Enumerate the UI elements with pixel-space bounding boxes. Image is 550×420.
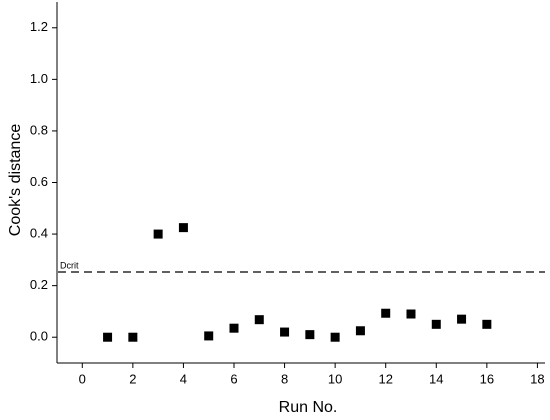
point [457,314,467,324]
y-tick-label: 0.8 [30,122,48,137]
point [406,309,416,319]
x-tick-label: 18 [530,371,544,386]
point [355,326,365,336]
x-tick-label: 10 [328,371,342,386]
y-tick-label: 0.4 [30,226,48,241]
y-tick-label: 0.6 [30,174,48,189]
x-tick-label: 2 [129,371,136,386]
y-tick-label: 1.0 [30,71,48,86]
point [431,319,441,329]
y-axis-title: Cook's distance [7,124,24,237]
x-tick-label: 0 [79,371,86,386]
y-tick-label: 0.2 [30,277,48,292]
x-tick-label: 14 [429,371,443,386]
y-tick-label: 0.0 [30,329,48,344]
point [305,330,315,340]
x-tick-label: 6 [230,371,237,386]
x-tick-label: 12 [378,371,392,386]
point [280,327,290,337]
point [229,323,239,333]
point [204,331,214,341]
x-tick-label: 16 [480,371,494,386]
x-tick-label: 4 [180,371,187,386]
point [254,315,264,325]
point [381,308,391,318]
threshold-label: Dcrit [60,260,79,270]
point [153,229,163,239]
y-tick-label: 1.2 [30,19,48,34]
point [103,332,113,342]
point [482,319,492,329]
point [330,332,340,342]
x-axis-title: Run No. [279,399,338,416]
point [128,332,138,342]
point [178,223,188,233]
x-tick-label: 8 [281,371,288,386]
